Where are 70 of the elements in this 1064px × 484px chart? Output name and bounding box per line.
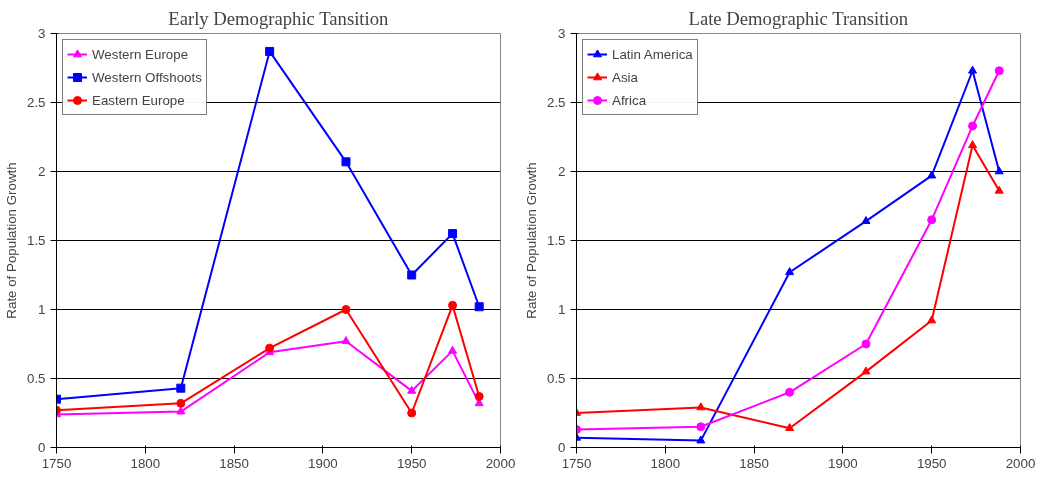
y-tick-label: 0 — [38, 440, 46, 455]
x-tick-label: 1800 — [650, 455, 681, 471]
y-tick-label: 1 — [38, 302, 46, 317]
point — [265, 343, 275, 353]
point — [341, 305, 351, 314]
point — [448, 345, 458, 354]
y-tick-label: 1.5 — [26, 233, 46, 248]
point — [696, 435, 706, 444]
x-tick-label: 1850 — [739, 455, 769, 471]
point — [785, 267, 795, 276]
y-tick-label: 0.5 — [26, 371, 46, 386]
legend-label: Latin America — [612, 46, 693, 62]
point — [341, 336, 351, 345]
point — [407, 270, 417, 280]
point — [785, 423, 795, 431]
x-tick-label: 1750 — [41, 455, 72, 471]
y-tick-label: 1 — [558, 302, 566, 317]
point — [696, 402, 706, 411]
point — [861, 339, 871, 349]
chart-title: Early Demographic Tansition — [168, 7, 390, 29]
y-tick-label: 2.5 — [546, 95, 566, 110]
y-tick-label: 3 — [558, 26, 566, 41]
x-tick-label: 2000 — [485, 455, 516, 471]
point — [696, 422, 706, 432]
point — [861, 216, 871, 224]
y-tick-label: 0 — [558, 440, 566, 455]
point — [994, 66, 1004, 76]
x-tick-label: 2000 — [1005, 455, 1036, 471]
point — [927, 315, 937, 324]
x-tick-label: 1850 — [219, 455, 249, 471]
point — [474, 302, 484, 312]
point — [927, 215, 937, 225]
chart-title: Late Demographic Transition — [688, 7, 909, 29]
point — [448, 229, 458, 239]
point — [448, 300, 458, 310]
point — [785, 387, 795, 397]
x-tick-label: 1950 — [916, 455, 947, 471]
point — [994, 166, 1004, 175]
point — [968, 140, 978, 149]
y-tick-label: 2 — [558, 164, 566, 179]
point — [474, 391, 484, 401]
y-tick-label: 3 — [38, 26, 46, 41]
x-tick-label: 1800 — [130, 455, 161, 471]
point — [968, 121, 978, 131]
point — [265, 46, 275, 56]
point — [861, 366, 871, 375]
point — [927, 170, 937, 179]
legend-label: Asia — [612, 69, 638, 85]
point — [341, 157, 351, 167]
point — [176, 383, 186, 393]
point — [407, 385, 417, 394]
x-tick-label: 1900 — [308, 455, 338, 471]
x-tick-label: 1900 — [828, 455, 858, 471]
y-tick-label: 0.5 — [546, 371, 566, 386]
y-tick-label: 1.5 — [546, 233, 566, 248]
legend-label: Africa — [612, 92, 647, 108]
legend-label: Eastern Europe — [92, 92, 185, 108]
point — [176, 406, 186, 415]
legend-label: Western Offshoots — [92, 69, 202, 85]
y-axis-title: Rate of Population Growth — [523, 162, 539, 319]
point — [968, 65, 978, 74]
y-tick-label: 2 — [38, 164, 46, 179]
legend-label: Western Europe — [92, 46, 189, 62]
y-axis-title: Rate of Population Growth — [3, 162, 19, 319]
point — [407, 408, 417, 418]
y-tick-label: 2.5 — [26, 95, 46, 110]
point — [176, 398, 186, 408]
x-tick-label: 1950 — [396, 455, 427, 471]
point — [994, 185, 1004, 194]
x-tick-label: 1750 — [561, 455, 592, 471]
